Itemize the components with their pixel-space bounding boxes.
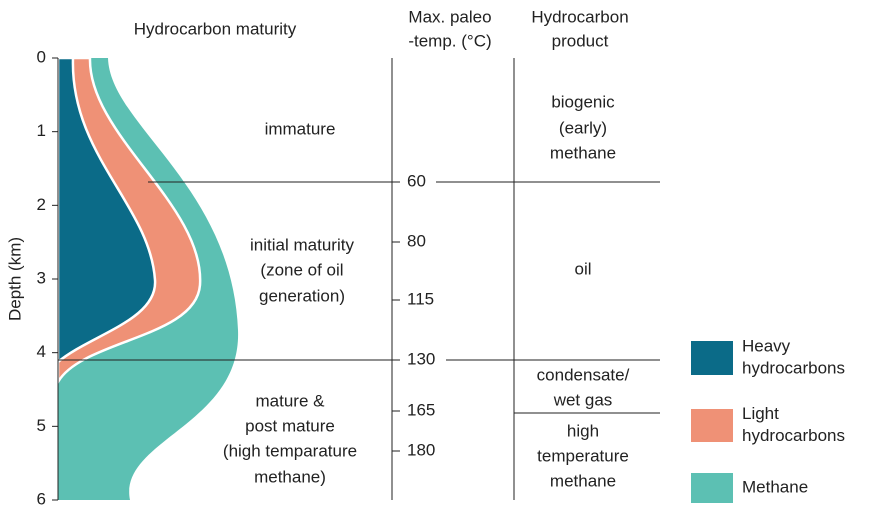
tick-label: 3 [37, 268, 46, 287]
temp-label: 165 [407, 400, 435, 419]
zone-label: post mature [245, 416, 335, 435]
header: Hydrocarbon maturity [134, 19, 297, 38]
temp-label: 115 [407, 289, 434, 308]
legend-swatch [691, 473, 733, 503]
product-label: high [567, 421, 599, 440]
product-label: temperature [537, 446, 629, 465]
product-label: methane [550, 143, 616, 162]
zone-label: (high temparature [223, 441, 357, 460]
header: -temp. (°C) [408, 31, 491, 50]
tick-label: 6 [37, 489, 46, 508]
zone-label: methane) [254, 467, 326, 486]
header: Max. paleo [408, 7, 491, 26]
temp-label: 130 [407, 349, 435, 368]
zone-label: generation) [259, 286, 345, 305]
legend-label: Methane [742, 477, 808, 496]
legend-label: Heavy [742, 336, 791, 355]
tick-label: 1 [37, 121, 46, 140]
product-label: oil [574, 259, 591, 278]
tick-label: 0 [37, 47, 46, 66]
temp-label: 180 [407, 440, 435, 459]
tick-label: 4 [37, 342, 46, 361]
heavy-region [56, 56, 157, 365]
tick-label: 2 [37, 195, 46, 214]
product-label: biogenic [551, 92, 615, 111]
header: Hydrocarbon [531, 7, 628, 26]
legend-swatch [691, 341, 733, 375]
legend-swatch [691, 409, 733, 442]
zone-label: initial maturity [250, 235, 354, 254]
legend-label: hydrocarbons [742, 358, 845, 377]
zone-label: mature & [256, 391, 326, 410]
product-label: condensate/ [537, 365, 630, 384]
product-label: wet gas [553, 390, 613, 409]
zone-label: immature [265, 119, 336, 138]
axis-title: Depth (km) [5, 237, 24, 321]
legend-label: Light [742, 404, 779, 423]
product-label: (early) [559, 118, 607, 137]
legend-label: hydrocarbons [742, 426, 845, 445]
zone-label: (zone of oil [260, 260, 343, 279]
temp-label: 80 [407, 231, 426, 250]
product-label: methane [550, 471, 616, 490]
header: product [552, 31, 609, 50]
temp-label: 60 [407, 171, 426, 190]
tick-label: 5 [37, 416, 46, 435]
